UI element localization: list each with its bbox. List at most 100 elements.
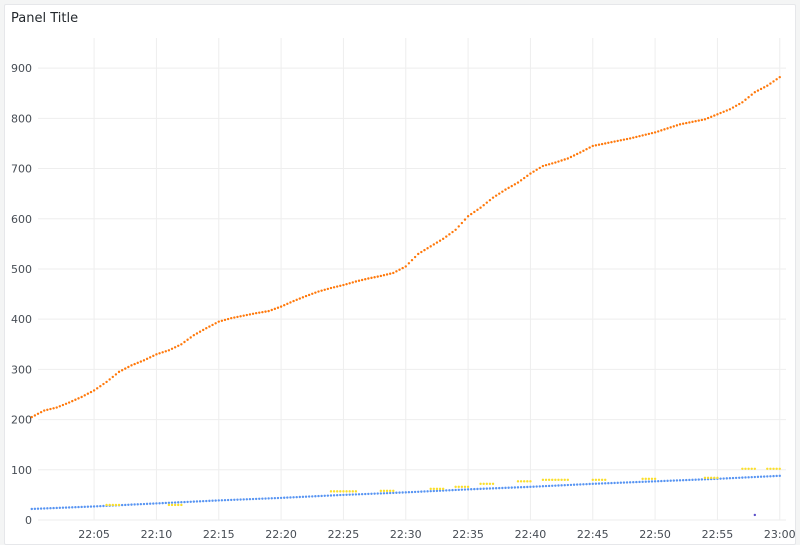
- x-tick-label: 22:10: [141, 528, 173, 541]
- data-point: [479, 487, 482, 491]
- data-point: [738, 102, 741, 106]
- data-point: [286, 302, 289, 306]
- y-tick-label: 300: [11, 363, 32, 376]
- data-point: [703, 476, 707, 480]
- data-point: [186, 500, 189, 504]
- data-point: [772, 80, 775, 83]
- data-point: [473, 210, 476, 214]
- data-point: [691, 120, 694, 124]
- data-point: [295, 298, 298, 302]
- data-point: [208, 499, 211, 503]
- data-point: [301, 296, 305, 299]
- data-point: [230, 498, 233, 502]
- data-point: [632, 481, 635, 484]
- data-point: [264, 497, 267, 500]
- data-point: [750, 467, 753, 470]
- data-point: [36, 507, 40, 510]
- data-point: [152, 502, 155, 505]
- data-point: [703, 118, 707, 121]
- data-point: [367, 492, 370, 496]
- data-point: [716, 476, 719, 480]
- data-point: [77, 397, 80, 400]
- data-point: [482, 487, 485, 490]
- data-point: [258, 311, 261, 314]
- panel-title[interactable]: Panel Title: [11, 11, 79, 26]
- data-point: [410, 490, 414, 494]
- data-point: [354, 490, 358, 493]
- data-point: [551, 162, 554, 165]
- data-point: [619, 139, 623, 142]
- data-point: [653, 480, 657, 483]
- data-point: [747, 476, 750, 479]
- data-point: [498, 486, 501, 490]
- data-point: [600, 482, 604, 485]
- data-point: [588, 482, 591, 486]
- y-tick-label: 500: [11, 263, 32, 276]
- data-point: [529, 480, 532, 483]
- data-point: [734, 104, 738, 107]
- data-point: [317, 290, 320, 293]
- data-point: [214, 322, 217, 325]
- data-point: [323, 288, 326, 291]
- data-point: [579, 151, 582, 154]
- data-point: [142, 502, 146, 506]
- data-point: [345, 490, 348, 493]
- data-point: [423, 248, 426, 252]
- data-point: [557, 484, 560, 487]
- data-point: [217, 320, 220, 323]
- data-point: [379, 274, 383, 278]
- data-point: [336, 493, 339, 497]
- data-point: [526, 485, 529, 489]
- data-point: [273, 307, 277, 311]
- data-point: [778, 75, 781, 79]
- data-point: [551, 484, 554, 488]
- data-point: [544, 484, 548, 488]
- data-point: [681, 479, 685, 482]
- data-point: [329, 490, 333, 493]
- data-point: [675, 479, 679, 482]
- data-point: [311, 495, 314, 498]
- data-point: [622, 138, 626, 141]
- data-point: [644, 477, 647, 481]
- data-point: [261, 310, 264, 314]
- data-point: [92, 389, 96, 392]
- data-point: [33, 507, 37, 511]
- data-point: [149, 356, 152, 359]
- data-point: [332, 490, 336, 493]
- data-point: [728, 108, 732, 111]
- x-tick-label: 22:35: [452, 528, 484, 541]
- y-tick-label: 200: [11, 414, 32, 427]
- data-point: [398, 268, 401, 271]
- data-point: [491, 196, 495, 199]
- data-point: [476, 208, 479, 212]
- data-point: [99, 384, 102, 388]
- data-point: [357, 279, 361, 282]
- data-point: [220, 499, 224, 502]
- data-point: [201, 328, 205, 332]
- data-point: [96, 505, 99, 508]
- data-point: [379, 489, 383, 493]
- data-point: [638, 480, 641, 484]
- data-point: [83, 505, 86, 509]
- data-point: [236, 498, 239, 501]
- data-point: [604, 482, 607, 485]
- data-point: [173, 346, 177, 349]
- data-point: [420, 250, 423, 254]
- data-point: [526, 480, 529, 483]
- data-point: [120, 369, 124, 372]
- y-tick-label: 700: [11, 163, 32, 176]
- x-tick-label: 22:25: [328, 528, 360, 541]
- data-point: [678, 479, 682, 482]
- data-point: [395, 270, 398, 273]
- data-point: [750, 93, 753, 96]
- data-point: [778, 467, 781, 470]
- data-point: [401, 266, 404, 270]
- data-point: [557, 478, 560, 482]
- data-point: [663, 128, 666, 131]
- data-point: [538, 166, 541, 170]
- data-point: [205, 499, 208, 503]
- data-point: [273, 496, 277, 500]
- data-point: [180, 343, 183, 346]
- x-tick-label: 22:45: [577, 528, 609, 541]
- data-point: [672, 479, 675, 482]
